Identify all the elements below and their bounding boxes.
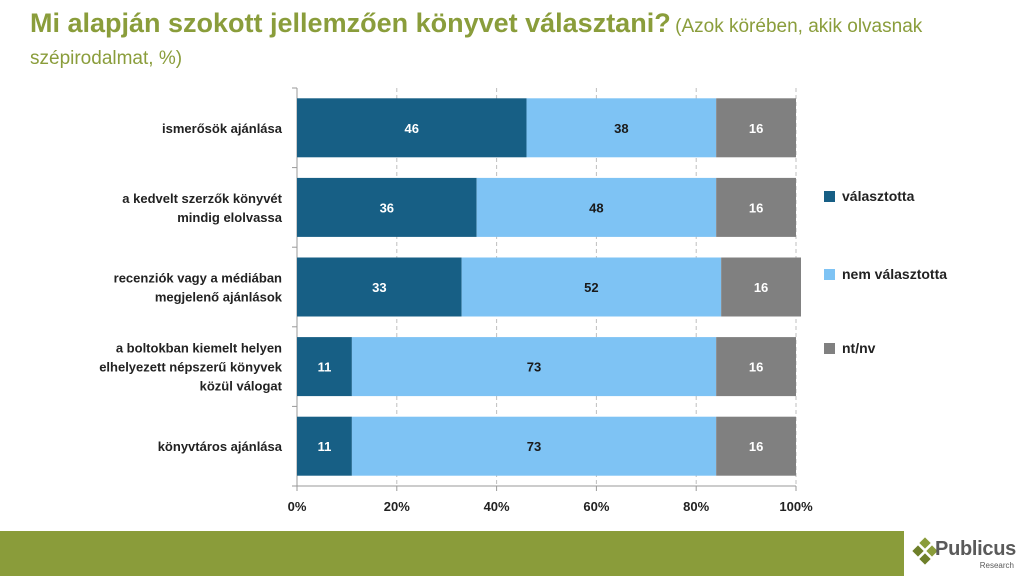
legend-item: választotta [824,186,914,206]
bar-segment [297,98,527,158]
bar-segment [716,177,796,237]
category-label: közül válogat [200,379,283,394]
category-label: a boltokban kiemelt helyen [116,341,282,356]
legend-item: nt/nv [824,338,875,358]
category-label: könyvtáros ajánlása [158,439,283,454]
x-tick-label: 100% [779,499,813,514]
x-tick-label: 80% [683,499,709,514]
legend-label: nt/nv [842,340,876,356]
category-label: megjelenő ajánlások [155,290,283,305]
data-label: 11 [318,439,332,454]
bar-segment [297,337,352,397]
bar-segment [297,257,462,317]
bar-segment [716,98,796,158]
chart-title: Mi alapján szokott jellemzően könyvet vá… [30,8,930,75]
category-label: mindig elolvassa [177,210,283,225]
x-tick-label: 20% [384,499,410,514]
x-tick-label: 0% [288,499,307,514]
data-label: 11 [318,360,332,375]
category-label: ismerősök ajánlása [162,121,283,136]
data-label: 73 [527,439,541,454]
legend-swatch [824,342,835,354]
bar-segment [297,416,352,476]
data-label: 33 [372,280,386,295]
bar-segment [526,98,717,158]
x-tick-label: 40% [484,499,510,514]
data-label: 52 [584,280,598,295]
legend-swatch [824,190,835,202]
x-tick-label: 60% [583,499,609,514]
category-label: elhelyezett népszerű könyvek [99,360,283,375]
legend-item: nem választotta [824,264,947,284]
publicus-logo-icon [912,537,938,565]
bar-segment [721,257,801,317]
bar-segment [297,177,477,237]
brand-name: Publicus [935,538,1016,560]
bar-segment [351,337,717,397]
data-label: 73 [527,360,541,375]
data-label: 16 [749,121,763,136]
data-label: 16 [749,360,763,375]
data-label: 46 [405,121,419,136]
bar-segment [716,337,796,397]
bar-segment [476,177,717,237]
bar-segment [461,257,722,317]
title-main: Mi alapján szokott jellemzően könyvet vá… [30,8,671,38]
category-label: recenziók vagy a médiában [114,271,282,286]
bar-segment [351,416,717,476]
legend-swatch [824,268,835,280]
data-label: 38 [614,121,628,136]
footer-bar [0,531,1024,576]
legend-label: választotta [842,188,915,204]
stacked-bar-chart: 0% 20% 40% 60% 80% 100% 46 38 16 ismerősök ajánlá… [99,87,813,514]
legend-label: nem választotta [842,266,948,282]
brand-tagline: Research [979,561,1014,570]
data-label: 16 [754,280,768,295]
data-label: 16 [749,439,763,454]
title-subtitle: (Azok körében, akik olvasnak szépirodalm… [30,16,923,69]
data-label: 48 [589,200,603,215]
bar-segment [716,416,796,476]
data-label: 36 [380,200,394,215]
category-label: a kedvelt szerzők könyvét [122,191,282,206]
data-label: 16 [749,200,763,215]
